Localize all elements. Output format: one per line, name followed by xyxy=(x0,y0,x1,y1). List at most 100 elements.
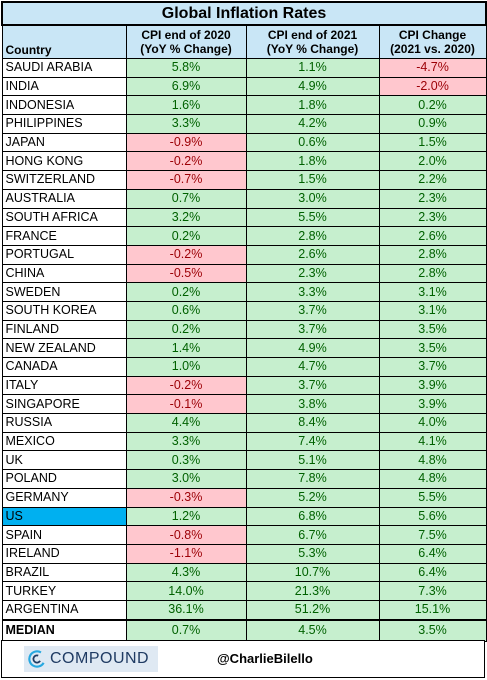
cpi-2020-cell: 0.2% xyxy=(125,319,247,340)
table-row: CHINA -0.5% 2.3% 2.8% xyxy=(1,263,487,284)
compound-logo-icon xyxy=(28,650,46,668)
cpi-change-cell: 7.5% xyxy=(378,525,487,545)
compound-logo: COMPOUND xyxy=(24,646,158,672)
cpi-2021-cell: 21.3% xyxy=(245,581,380,601)
header-cpi-change-line2: (2021 vs. 2020) xyxy=(390,42,475,56)
country-cell: MEXICO xyxy=(1,431,127,452)
median-row: MEDIAN 0.7% 4.5% 3.5% xyxy=(1,618,487,642)
cpi-change-cell: 6.4% xyxy=(378,543,487,564)
cpi-change-cell: 7.3% xyxy=(378,581,487,601)
country-cell: SPAIN xyxy=(1,525,127,545)
header-cpi-2020: CPI end of 2020 (YoY % Change) xyxy=(125,24,247,59)
cpi-change-cell: 5.6% xyxy=(378,506,487,527)
cpi-2021-cell: 4.7% xyxy=(245,357,380,377)
cpi-change-cell: 3.1% xyxy=(378,300,487,321)
cpi-2020-cell: 4.4% xyxy=(125,413,247,433)
country-cell: ARGENTINA xyxy=(1,599,127,621)
country-cell: NEW ZEALAND xyxy=(1,338,127,358)
table-title: Global Inflation Rates xyxy=(0,1,487,26)
cpi-2020-cell: 3.3% xyxy=(125,114,247,134)
cpi-2020-cell: 3.2% xyxy=(125,207,247,228)
cpi-2021-cell: 5.5% xyxy=(245,207,380,228)
cpi-change-cell: 4.0% xyxy=(378,413,487,433)
country-cell: FINLAND xyxy=(1,319,127,340)
cpi-2020-cell: -0.1% xyxy=(125,394,247,415)
cpi-2020-cell: -0.9% xyxy=(125,132,247,153)
table-row: SINGAPORE -0.1% 3.8% 3.9% xyxy=(1,394,487,415)
median-cpi-2021: 4.5% xyxy=(245,618,380,642)
table-row: SOUTH KOREA 0.6% 3.7% 3.1% xyxy=(1,300,487,321)
country-cell: AUSTRALIA xyxy=(1,188,127,209)
compound-logo-text: COMPOUND xyxy=(50,650,150,667)
cpi-2020-cell: -0.3% xyxy=(125,487,247,508)
country-cell: PHILIPPINES xyxy=(1,114,127,134)
table-row: SWITZERLAND -0.7% 1.5% 2.2% xyxy=(1,170,487,190)
table-row: SOUTH AFRICA 3.2% 5.5% 2.3% xyxy=(1,207,487,228)
cpi-2020-cell: 0.3% xyxy=(125,450,247,471)
cpi-2021-cell: 3.7% xyxy=(245,375,380,396)
country-cell: US xyxy=(1,506,127,527)
cpi-change-cell: -4.7% xyxy=(378,58,487,78)
cpi-2020-cell: -0.5% xyxy=(125,263,247,284)
cpi-change-cell: 2.8% xyxy=(378,263,487,284)
cpi-change-cell: 4.8% xyxy=(378,450,487,471)
cpi-2021-cell: 5.2% xyxy=(245,487,380,508)
cpi-2020-cell: -0.2% xyxy=(125,151,247,172)
cpi-2021-cell: 4.2% xyxy=(245,114,380,134)
cpi-change-cell: 2.3% xyxy=(378,207,487,228)
author-handle: @CharlieBilello xyxy=(217,651,313,666)
cpi-2021-cell: 3.0% xyxy=(245,188,380,209)
cpi-2021-cell: 3.7% xyxy=(245,300,380,321)
cpi-change-cell: 3.9% xyxy=(378,394,487,415)
cpi-2020-cell: 1.0% xyxy=(125,357,247,377)
country-cell: INDIA xyxy=(1,76,127,97)
cpi-2020-cell: 0.2% xyxy=(125,226,247,246)
cpi-change-cell: 4.1% xyxy=(378,431,487,452)
cpi-2021-cell: 1.8% xyxy=(245,95,380,116)
cpi-2021-cell: 6.8% xyxy=(245,506,380,527)
median-cpi-2020: 0.7% xyxy=(125,618,247,642)
table-row: BRAZIL 4.3% 10.7% 6.4% xyxy=(1,562,487,583)
cpi-2020-cell: 1.2% xyxy=(125,506,247,527)
cpi-2021-cell: 2.6% xyxy=(245,244,380,265)
cpi-change-cell: 3.9% xyxy=(378,375,487,396)
cpi-change-cell: 3.1% xyxy=(378,282,487,302)
median-cpi-change: 3.5% xyxy=(378,618,487,642)
cpi-2021-cell: 5.1% xyxy=(245,450,380,471)
table-row: HONG KONG -0.2% 1.8% 2.0% xyxy=(1,151,487,172)
cpi-change-cell: 2.2% xyxy=(378,170,487,190)
cpi-change-cell: 3.5% xyxy=(378,338,487,358)
cpi-2021-cell: 51.2% xyxy=(245,599,380,621)
table-row: GERMANY -0.3% 5.2% 5.5% xyxy=(1,487,487,508)
country-cell: TURKEY xyxy=(1,581,127,601)
cpi-2020-cell: 5.8% xyxy=(125,58,247,78)
cpi-2020-cell: 14.0% xyxy=(125,581,247,601)
cpi-2021-cell: 4.9% xyxy=(245,338,380,358)
cpi-2021-cell: 1.8% xyxy=(245,151,380,172)
country-cell: FRANCE xyxy=(1,226,127,246)
cpi-change-cell: 6.4% xyxy=(378,562,487,583)
cpi-2021-cell: 3.7% xyxy=(245,319,380,340)
cpi-2020-cell: -0.7% xyxy=(125,170,247,190)
country-cell: SOUTH AFRICA xyxy=(1,207,127,228)
country-cell: RUSSIA xyxy=(1,413,127,433)
country-cell: SWITZERLAND xyxy=(1,170,127,190)
table-row: SWEDEN 0.2% 3.3% 3.1% xyxy=(1,282,487,302)
table-row: ARGENTINA 36.1% 51.2% 15.1% xyxy=(1,599,487,621)
cpi-2021-cell: 0.6% xyxy=(245,132,380,153)
header-cpi-change-line1: CPI Change xyxy=(398,28,467,42)
country-cell: POLAND xyxy=(1,469,127,489)
country-cell: JAPAN xyxy=(1,132,127,153)
table-row: PORTUGAL -0.2% 2.6% 2.8% xyxy=(1,244,487,265)
footer: COMPOUND @CharlieBilello xyxy=(1,640,485,678)
country-cell: CANADA xyxy=(1,357,127,377)
cpi-2020-cell: 4.3% xyxy=(125,562,247,583)
cpi-change-cell: 5.5% xyxy=(378,487,487,508)
cpi-change-cell: 1.5% xyxy=(378,132,487,153)
table-row: MEXICO 3.3% 7.4% 4.1% xyxy=(1,431,487,452)
table-row: TURKEY 14.0% 21.3% 7.3% xyxy=(1,581,487,601)
country-cell: BRAZIL xyxy=(1,562,127,583)
cpi-2020-cell: 0.6% xyxy=(125,300,247,321)
table-row: RUSSIA 4.4% 8.4% 4.0% xyxy=(1,413,487,433)
inflation-table-container: Global Inflation Rates Country CPI end o… xyxy=(0,1,487,642)
